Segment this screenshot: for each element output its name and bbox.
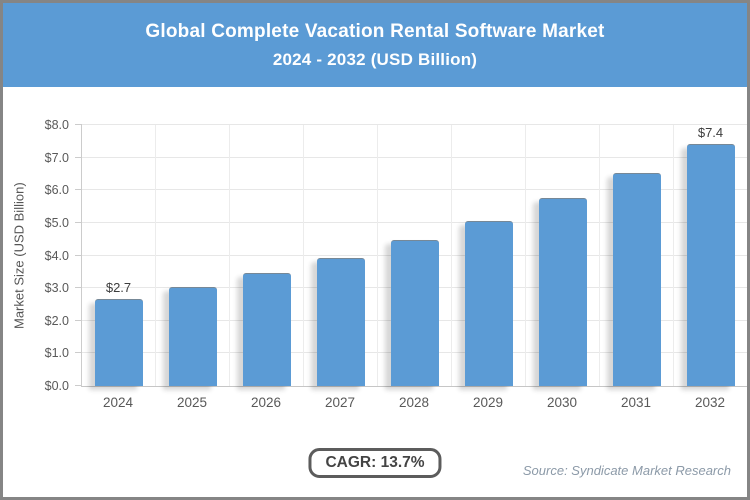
chart-title-line1: Global Complete Vacation Rental Software…: [145, 20, 605, 42]
x-axis-tick-label: 2024: [102, 395, 134, 410]
bar-column: [452, 125, 526, 386]
cagr-badge: CAGR: 13.7%: [308, 448, 442, 478]
bar-column: [526, 125, 600, 386]
x-axis-tick-label: 2025: [176, 395, 208, 410]
bar-columns: $2.7 $7.4: [82, 124, 747, 386]
bar-2027: [316, 257, 365, 386]
bar-2025: [168, 287, 217, 386]
x-axis-tick-label: 2028: [398, 395, 430, 410]
bar-2030: [538, 198, 587, 386]
x-axis-tick-label: 2030: [546, 395, 578, 410]
x-axis-tick-labels: 2024 2025 2026 2027 2028 2029 2030 2031 2032: [81, 395, 747, 410]
y-axis-tick-label: $8.0: [44, 118, 69, 132]
x-axis-tick-label: 2027: [324, 395, 356, 410]
bar-2032: [686, 143, 735, 386]
y-axis-tick-mark: [75, 221, 82, 223]
y-axis-tick-mark: [75, 189, 82, 191]
grid-line-h: [82, 189, 747, 191]
bar-column: [600, 125, 674, 386]
y-axis-tick-mark: [75, 385, 82, 386]
cagr-label: CAGR: 13.7%: [325, 454, 425, 471]
y-axis-tick-mark: [75, 319, 82, 321]
bar-column: [378, 125, 452, 386]
grid-line-h: [82, 221, 747, 223]
y-axis-tick-label: $1.0: [44, 346, 69, 361]
bar-2028: [390, 240, 439, 386]
x-axis-tick-label: 2029: [472, 395, 504, 410]
bar-value-label: $2.7: [105, 279, 132, 295]
y-axis-tick-label: $7.0: [44, 150, 69, 165]
x-axis-tick-label: 2031: [620, 395, 652, 410]
bar-2024: [94, 298, 143, 386]
y-axis-tick-mark: [75, 287, 82, 289]
y-axis-tick-label: $4.0: [44, 248, 69, 263]
bar-column: [230, 125, 304, 386]
chart-title-line2: 2024 - 2032 (USD Billion): [272, 49, 478, 69]
bar-2026: [242, 273, 291, 386]
chart-header: Global Complete Vacation Rental Software…: [3, 3, 747, 87]
y-axis-tick-mark: [75, 124, 82, 125]
bar-column: $2.7: [82, 125, 156, 386]
bar-chart: Market Size (USD Billion) $0.0 $1.0 $2.0 $3…: [3, 87, 747, 497]
x-axis-tick-label: 2032: [694, 395, 726, 410]
y-axis-tick-mark: [75, 254, 82, 256]
bar-column: $7.4: [674, 124, 747, 386]
y-axis-tick-label: $2.0: [44, 313, 69, 328]
x-axis-tick-label: 2026: [250, 395, 282, 410]
y-axis-tick-label: $3.0: [44, 281, 69, 296]
y-axis-tick-label: $5.0: [44, 215, 69, 230]
grid-line-h: [82, 124, 747, 125]
source-note: Source: Syndicate Market Research: [522, 463, 731, 478]
y-axis-tick-mark: [75, 352, 82, 354]
grid-line-h: [82, 156, 747, 158]
y-axis-tick-mark: [75, 156, 82, 158]
plot-area: $2.7 $7.4: [75, 124, 747, 387]
bar-2031: [612, 172, 661, 386]
y-axis-tick-label: $6.0: [44, 183, 69, 198]
bar-value-label: $7.4: [697, 124, 724, 140]
y-axis-tick-label: $0.0: [44, 379, 69, 393]
bar-2029: [464, 220, 513, 386]
bar-column: [304, 125, 378, 386]
bar-column: [156, 125, 230, 386]
